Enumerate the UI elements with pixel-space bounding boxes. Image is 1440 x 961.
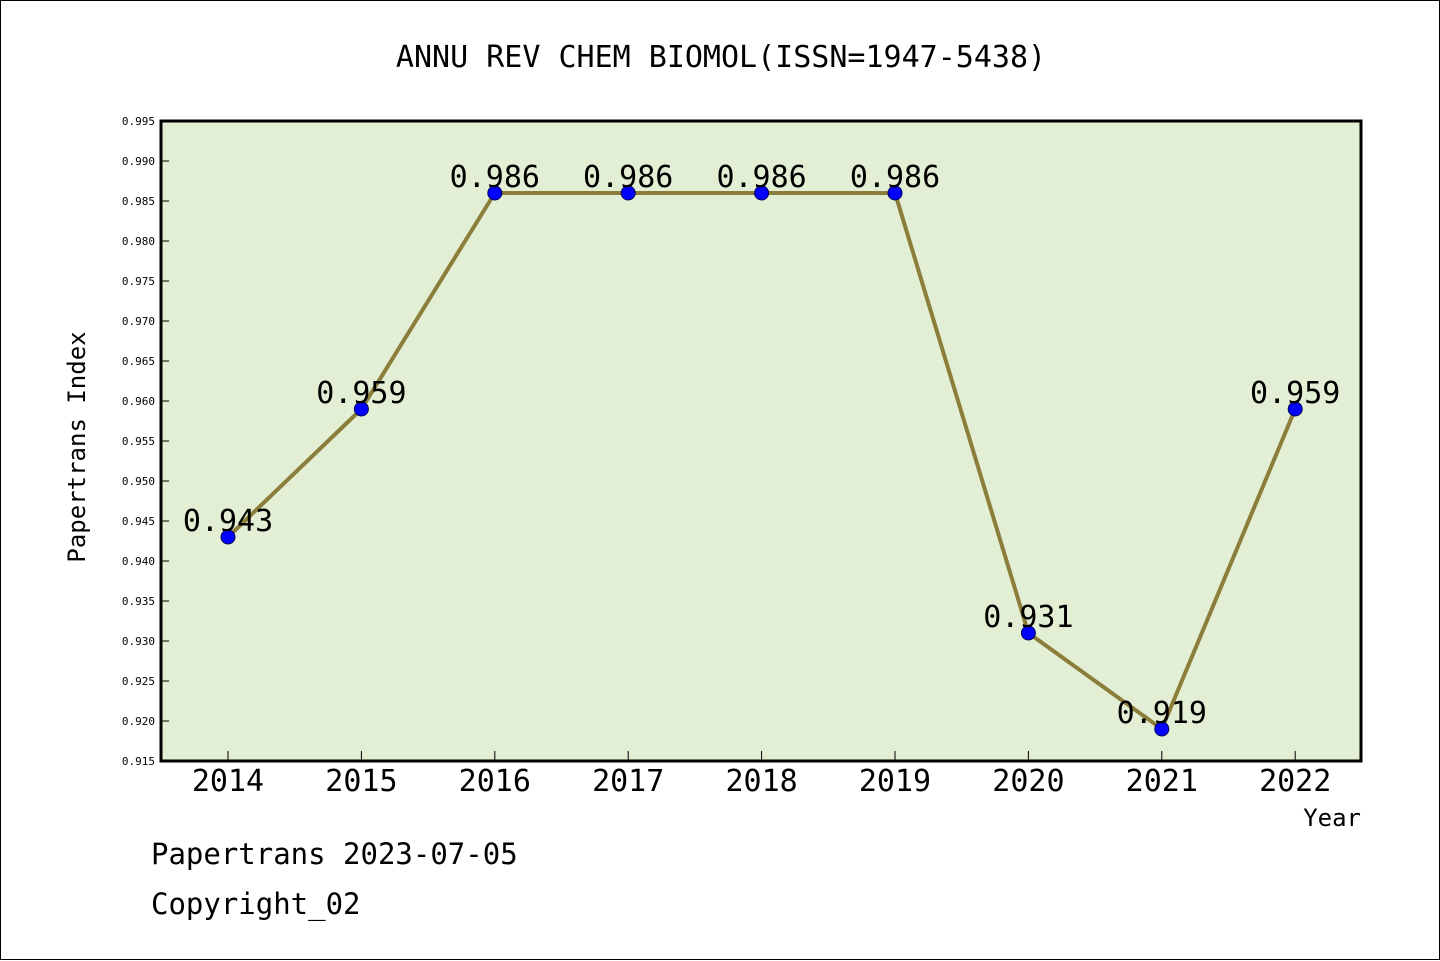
data-point: [487, 185, 503, 201]
data-point: [754, 185, 770, 201]
y-tick-label: 0.960: [122, 395, 155, 408]
data-label: 0.919: [1117, 696, 1207, 731]
data-label: 0.986: [583, 160, 673, 195]
series-line-group: 0.943 0.959 0.986 0.986 0.986 0.986 0.931 0.919…: [183, 160, 1340, 737]
y-tick-label: 0.955: [122, 435, 155, 448]
data-point: [1154, 721, 1170, 737]
x-tick-label: 2017: [592, 764, 664, 799]
y-tick-label: 0.935: [122, 595, 155, 608]
x-tick-label: 2022: [1259, 764, 1331, 799]
y-tick-label: 0.925: [122, 675, 155, 688]
data-label: 0.931: [983, 600, 1073, 635]
data-point: [1020, 625, 1036, 641]
x-axis: 2014 2015 2016 2017 2018 2019 2020 2021 2022: [192, 751, 1331, 799]
footer-date: Papertrans 2023-07-05: [151, 837, 518, 871]
y-tick-label: 0.985: [122, 195, 155, 208]
x-axis-label: Year: [1303, 804, 1361, 832]
y-tick-label: 0.980: [122, 235, 155, 248]
x-tick-label: 2014: [192, 764, 264, 799]
y-tick-label: 0.940: [122, 555, 155, 568]
data-label: 0.986: [850, 160, 940, 195]
x-tick-label: 2015: [325, 764, 397, 799]
x-tick-label: 2016: [459, 764, 531, 799]
y-tick-label: 0.920: [122, 715, 155, 728]
y-tick-label: 0.970: [122, 315, 155, 328]
x-tick-label: 2019: [859, 764, 931, 799]
y-tick-label: 0.965: [122, 355, 155, 368]
y-tick-label: 0.995: [122, 115, 155, 128]
y-tick-label: 0.975: [122, 275, 155, 288]
y-axis-label: Papertrans Index: [63, 331, 91, 562]
y-tick-label: 0.950: [122, 475, 155, 488]
data-point: [353, 401, 369, 417]
x-tick-label: 2018: [725, 764, 797, 799]
y-axis: 0.915 0.920 0.925 0.930 0.935 0.940 0.945 0.950…: [122, 115, 169, 768]
data-label: 0.986: [716, 160, 806, 195]
data-point: [1287, 401, 1303, 417]
y-tick-label: 0.990: [122, 155, 155, 168]
y-tick-label: 0.930: [122, 635, 155, 648]
data-point: [220, 529, 236, 545]
x-tick-label: 2020: [992, 764, 1064, 799]
plot-area: [159, 119, 1363, 763]
data-point: [620, 185, 636, 201]
chart-title: ANNU REV CHEM BIOMOL(ISSN=1947-5438): [396, 40, 1046, 75]
y-tick-label: 0.915: [122, 755, 155, 768]
data-label: 0.959: [316, 376, 406, 411]
data-label: 0.986: [450, 160, 540, 195]
data-point: [887, 185, 903, 201]
footer-copyright: Copyright_02: [151, 887, 361, 922]
y-tick-label: 0.945: [122, 515, 155, 528]
data-label: 0.943: [183, 504, 273, 539]
x-tick-label: 2021: [1126, 764, 1198, 799]
data-label: 0.959: [1250, 376, 1340, 411]
